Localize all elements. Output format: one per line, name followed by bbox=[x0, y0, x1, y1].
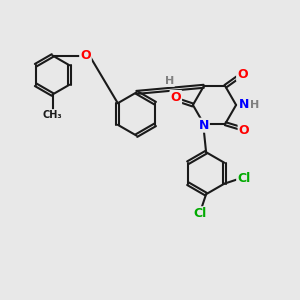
Text: O: O bbox=[238, 124, 249, 137]
Text: H: H bbox=[165, 76, 174, 86]
Text: N: N bbox=[199, 119, 209, 132]
Text: Cl: Cl bbox=[237, 172, 250, 185]
Text: Cl: Cl bbox=[194, 207, 207, 220]
Text: O: O bbox=[170, 91, 181, 104]
Text: CH₃: CH₃ bbox=[43, 110, 62, 120]
Text: O: O bbox=[237, 68, 248, 81]
Text: O: O bbox=[80, 49, 91, 62]
Text: N: N bbox=[239, 98, 249, 112]
Text: H: H bbox=[250, 100, 259, 110]
